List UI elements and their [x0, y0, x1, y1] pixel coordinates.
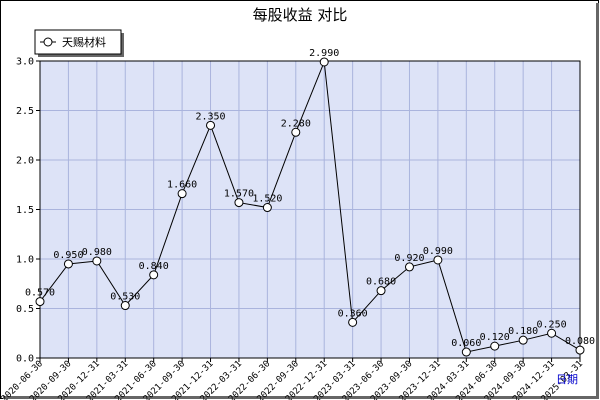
data-point — [547, 328, 557, 338]
data-point — [35, 297, 45, 307]
data-point — [206, 120, 216, 130]
data-label: 0.530 — [110, 292, 140, 303]
data-point — [177, 189, 187, 199]
data-point — [63, 259, 73, 269]
data-point — [234, 198, 244, 208]
data-label: 0.950 — [53, 250, 83, 261]
data-label: 0.990 — [423, 246, 453, 257]
data-point — [149, 270, 159, 280]
chart-title: 每股收益 对比 — [253, 6, 348, 24]
shadow-bottom — [3, 396, 599, 399]
y-tick-label: 0.0 — [16, 354, 34, 365]
y-tick-label: 3.0 — [16, 57, 34, 68]
legend: 天赐材料 — [34, 29, 124, 57]
y-tick-label: 1.0 — [16, 255, 34, 266]
data-point — [461, 347, 471, 357]
data-label: 1.660 — [167, 180, 197, 191]
data-label: 0.080 — [565, 336, 595, 347]
data-point — [92, 256, 102, 266]
data-label: 1.570 — [224, 189, 254, 200]
y-axis: 0.0 0.5 1.0 1.5 2.0 2.5 3.0 — [16, 57, 40, 365]
y-tick-label: 0.5 — [16, 304, 34, 315]
data-label: 0.250 — [537, 319, 567, 330]
data-point — [348, 317, 358, 327]
data-label: 1.520 — [252, 194, 282, 205]
legend-entry-label: 天赐材料 — [62, 35, 106, 49]
data-point — [433, 255, 443, 265]
data-label: 0.920 — [394, 253, 424, 264]
data-point — [376, 286, 386, 296]
data-point — [120, 301, 130, 311]
legend-marker — [43, 37, 53, 47]
y-tick-label: 2.0 — [16, 156, 34, 167]
data-label: 0.840 — [139, 261, 169, 272]
data-point — [262, 203, 272, 213]
data-label: 0.060 — [451, 338, 481, 349]
data-label: 0.360 — [338, 308, 368, 319]
data-label: 2.990 — [309, 48, 339, 59]
data-point — [575, 345, 585, 355]
data-label: 0.570 — [25, 288, 55, 299]
data-label: 0.180 — [508, 326, 538, 337]
x-axis-title: 日期 — [556, 373, 578, 386]
y-tick-label: 1.5 — [16, 205, 34, 216]
y-tick-label: 2.5 — [16, 106, 34, 117]
data-point — [490, 341, 500, 351]
data-point — [291, 127, 301, 137]
data-label: 0.680 — [366, 277, 396, 288]
data-point — [404, 262, 414, 272]
data-point — [319, 57, 329, 67]
shadow-right — [596, 3, 599, 399]
series-line-group — [35, 57, 585, 357]
data-label: 0.980 — [82, 247, 112, 258]
data-point — [518, 335, 528, 345]
data-label: 2.350 — [195, 111, 225, 122]
data-label: 2.280 — [281, 118, 311, 129]
series-line-tianci — [39, 61, 581, 353]
data-label: 0.120 — [480, 332, 510, 343]
